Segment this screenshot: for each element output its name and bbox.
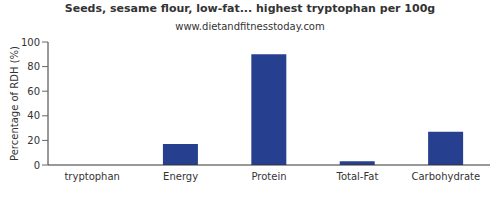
svg-text:80: 80 — [27, 61, 40, 72]
svg-text:20: 20 — [27, 135, 40, 146]
svg-text:100: 100 — [21, 37, 40, 48]
svg-text:Carbohydrate: Carbohydrate — [411, 171, 480, 182]
svg-text:Total-Fat: Total-Fat — [335, 171, 378, 182]
svg-text:Percentage of RDH (%): Percentage of RDH (%) — [9, 46, 20, 161]
svg-text:60: 60 — [27, 86, 40, 97]
svg-text:tryptophan: tryptophan — [64, 171, 120, 182]
svg-text:40: 40 — [27, 110, 40, 121]
svg-text:0: 0 — [34, 160, 40, 171]
svg-text:Energy: Energy — [163, 171, 198, 182]
svg-text:Protein: Protein — [251, 171, 286, 182]
html-text:www.dietandfitnesstoday.com: www.dietandfitnesstoday.com — [175, 21, 325, 32]
html-text:Seeds, sesame flour, low-fat..: Seeds, sesame flour, low-fat... highest … — [64, 2, 436, 15]
